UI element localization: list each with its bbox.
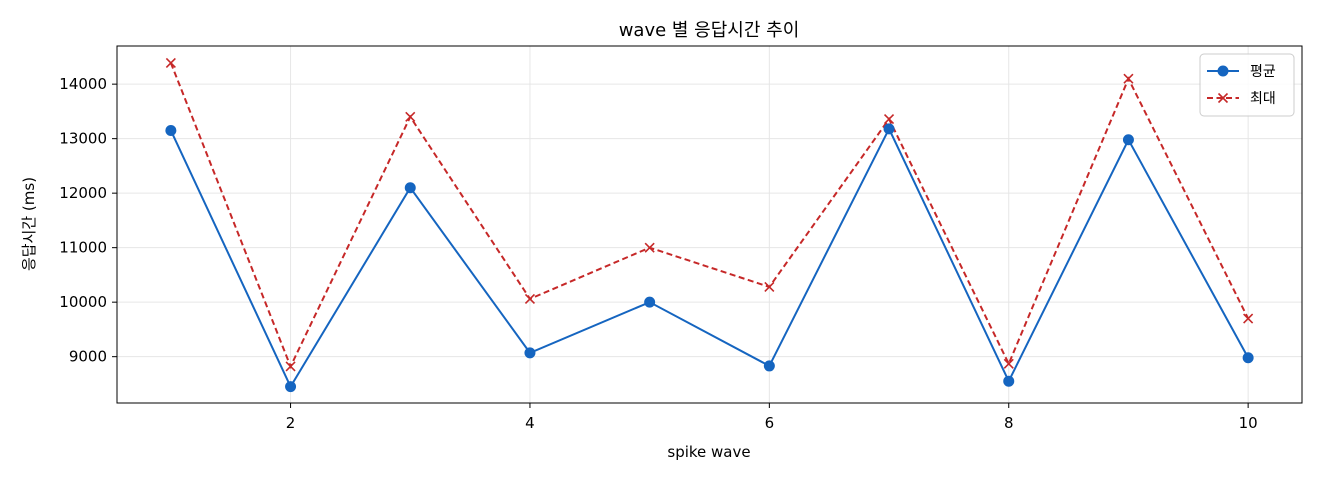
data-point	[883, 123, 895, 135]
series-line	[169, 126, 1250, 389]
series-max	[165, 57, 1254, 372]
series-layer	[165, 57, 1254, 393]
x-tick-label: 4	[525, 414, 535, 432]
data-point	[763, 360, 775, 372]
data-point	[524, 347, 536, 359]
series-line	[169, 62, 1250, 369]
y-tick-label: 10000	[59, 293, 107, 311]
x-axis-label: spike wave	[667, 443, 750, 461]
plot-frame	[116, 45, 1303, 404]
legend-marker	[1217, 92, 1229, 104]
y-axis-label: 응답시간 (ms)	[20, 177, 38, 271]
legend-item: 평균	[1207, 64, 1276, 80]
y-tick-label: 12000	[59, 184, 107, 202]
x-tick-label: 8	[1004, 414, 1014, 432]
data-point	[1003, 358, 1014, 369]
data-point	[285, 381, 297, 393]
axis-ticks: 2 4 6 8 10 9000 10000 11000 12000 13000 14000	[59, 75, 1257, 432]
data-point	[1242, 352, 1254, 364]
y-tick-label: 11000	[59, 239, 107, 257]
legend-label: 최대	[1250, 91, 1276, 107]
legend-label: 평균	[1250, 64, 1276, 80]
data-point	[1122, 134, 1134, 146]
data-point	[883, 113, 895, 125]
data-point	[524, 293, 536, 304]
data-point	[165, 57, 176, 68]
chart-title: wave 별 응답시간 추이	[619, 20, 800, 41]
x-tick-label: 10	[1239, 414, 1258, 432]
y-tick-label: 14000	[59, 75, 107, 93]
data-point	[1123, 73, 1134, 84]
data-point	[644, 296, 656, 308]
y-tick-label: 9000	[69, 348, 107, 366]
grid-lines	[117, 46, 1302, 403]
x-tick-label: 6	[765, 414, 775, 432]
legend-marker	[1217, 65, 1229, 77]
x-tick-label: 2	[286, 414, 296, 432]
legend-item: 최대	[1207, 91, 1276, 107]
data-point	[285, 361, 296, 372]
data-point	[165, 124, 177, 136]
y-tick-label: 13000	[59, 130, 107, 148]
data-point	[1003, 375, 1015, 387]
data-point	[404, 182, 416, 194]
series-average	[165, 123, 1254, 393]
data-point	[405, 111, 416, 122]
legend-box	[1199, 53, 1295, 117]
data-point	[1243, 313, 1254, 324]
data-point	[764, 281, 775, 292]
data-point	[644, 242, 655, 253]
